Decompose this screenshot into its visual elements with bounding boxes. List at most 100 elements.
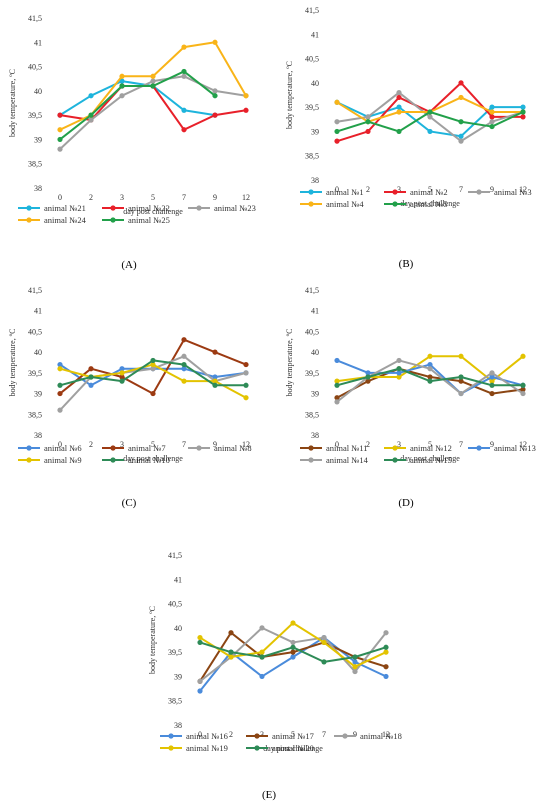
y-tick-label: 38,5 (305, 410, 319, 419)
series-2 (57, 337, 249, 397)
data-point (259, 654, 265, 660)
data-point (365, 119, 371, 125)
legend-label: animal №12 (410, 443, 452, 453)
data-point (383, 673, 389, 680)
legend-entry: animal №25 (102, 215, 170, 225)
y-tick-label: 38 (311, 431, 319, 440)
data-point (458, 390, 464, 397)
data-point (290, 654, 296, 660)
series-5 (334, 109, 526, 135)
data-point (334, 138, 340, 144)
y-axis-label: body temperature, ºC (285, 328, 294, 396)
x-axis-label: day post challenge (123, 207, 183, 216)
legend-entry: animal №21 (18, 203, 86, 213)
x-tick-label: 12 (519, 440, 527, 449)
data-point (259, 673, 265, 680)
data-point (243, 361, 249, 368)
y-tick-label: 40 (34, 87, 42, 96)
data-point (88, 117, 94, 123)
data-point (365, 128, 371, 135)
data-point (365, 114, 371, 120)
data-point (427, 366, 433, 372)
data-point (197, 678, 203, 684)
legend-entry: animal №16 (160, 731, 228, 741)
data-point (458, 138, 464, 144)
x-tick-label: 7 (459, 185, 463, 194)
legend-entry: animal №12 (384, 443, 452, 453)
data-point (243, 93, 249, 99)
legend-swatch-marker (476, 189, 482, 195)
legend-label: animal №19 (186, 743, 228, 753)
series-line (59, 80, 216, 117)
x-tick-label: 9 (353, 730, 357, 739)
data-point (489, 374, 495, 380)
data-point (396, 357, 402, 364)
x-tick-label: 5 (428, 440, 432, 449)
legend-entry: animal №19 (160, 743, 228, 753)
legend-label: animal №7 (128, 443, 166, 453)
data-point (489, 119, 495, 125)
y-tick-label: 38 (311, 176, 319, 185)
data-point (365, 370, 371, 376)
data-point (181, 73, 187, 79)
series-3 (57, 73, 249, 152)
data-point (119, 378, 125, 384)
x-tick-label: 3 (120, 440, 124, 449)
legend-label: animal №2 (410, 187, 448, 197)
data-point (212, 378, 218, 384)
legend-swatch-marker (110, 457, 116, 463)
legend-entry: animal №5 (384, 199, 448, 209)
data-point (150, 366, 156, 372)
data-point (489, 114, 495, 120)
x-tick-label: 0 (335, 185, 339, 194)
x-tick-label: 7 (182, 440, 186, 449)
x-tick-label: 9 (490, 185, 494, 194)
data-point (352, 664, 358, 670)
data-point (334, 378, 340, 384)
x-tick-label: 0 (58, 193, 62, 202)
x-axis-label: day post challenge (400, 454, 460, 463)
data-point (150, 83, 156, 89)
data-point (57, 366, 63, 372)
x-axis-label: day post challenge (123, 454, 183, 463)
data-point (57, 382, 63, 388)
data-point (396, 104, 402, 110)
data-point (57, 361, 63, 368)
legend-label: animal №14 (326, 455, 369, 465)
y-tick-label: 41,5 (28, 286, 42, 295)
data-point (334, 128, 340, 135)
data-point (520, 382, 526, 388)
data-point (150, 390, 156, 397)
legend-label: animal №4 (326, 199, 364, 209)
legend-entry: animal №13 (468, 443, 536, 453)
legend-entry: animal №8 (188, 443, 252, 453)
x-tick-label: 7 (459, 440, 463, 449)
data-point (181, 127, 187, 133)
data-point (212, 88, 218, 94)
legend-entry: animal №17 (246, 731, 314, 741)
data-point (458, 133, 464, 139)
data-point (352, 654, 358, 660)
chart-panel-e: 38 38,5 39 39,5 40 40,5 41 41,5 0 2 3 5 7 9 12 day post… (148, 551, 402, 801)
legend-swatch-marker (392, 445, 398, 451)
y-tick-label: 38,5 (305, 152, 319, 161)
legend-swatch-marker (308, 189, 314, 195)
data-point (396, 366, 402, 372)
data-point (150, 78, 156, 84)
legend-entry: animal №6 (18, 443, 82, 453)
legend-swatch-marker (392, 457, 398, 463)
legend-label: animal №8 (214, 443, 252, 453)
data-point (427, 374, 433, 380)
data-point (119, 374, 125, 380)
x-tick-label: 12 (242, 440, 250, 449)
data-point (119, 83, 125, 89)
data-point (88, 374, 94, 380)
data-point (290, 649, 296, 655)
panel-label: (C) (122, 497, 137, 509)
data-point (520, 114, 526, 120)
x-tick-label: 3 (397, 440, 401, 449)
legend-swatch-marker (308, 201, 314, 207)
legend-swatch-marker (254, 745, 260, 751)
y-tick-label: 41 (34, 307, 42, 316)
